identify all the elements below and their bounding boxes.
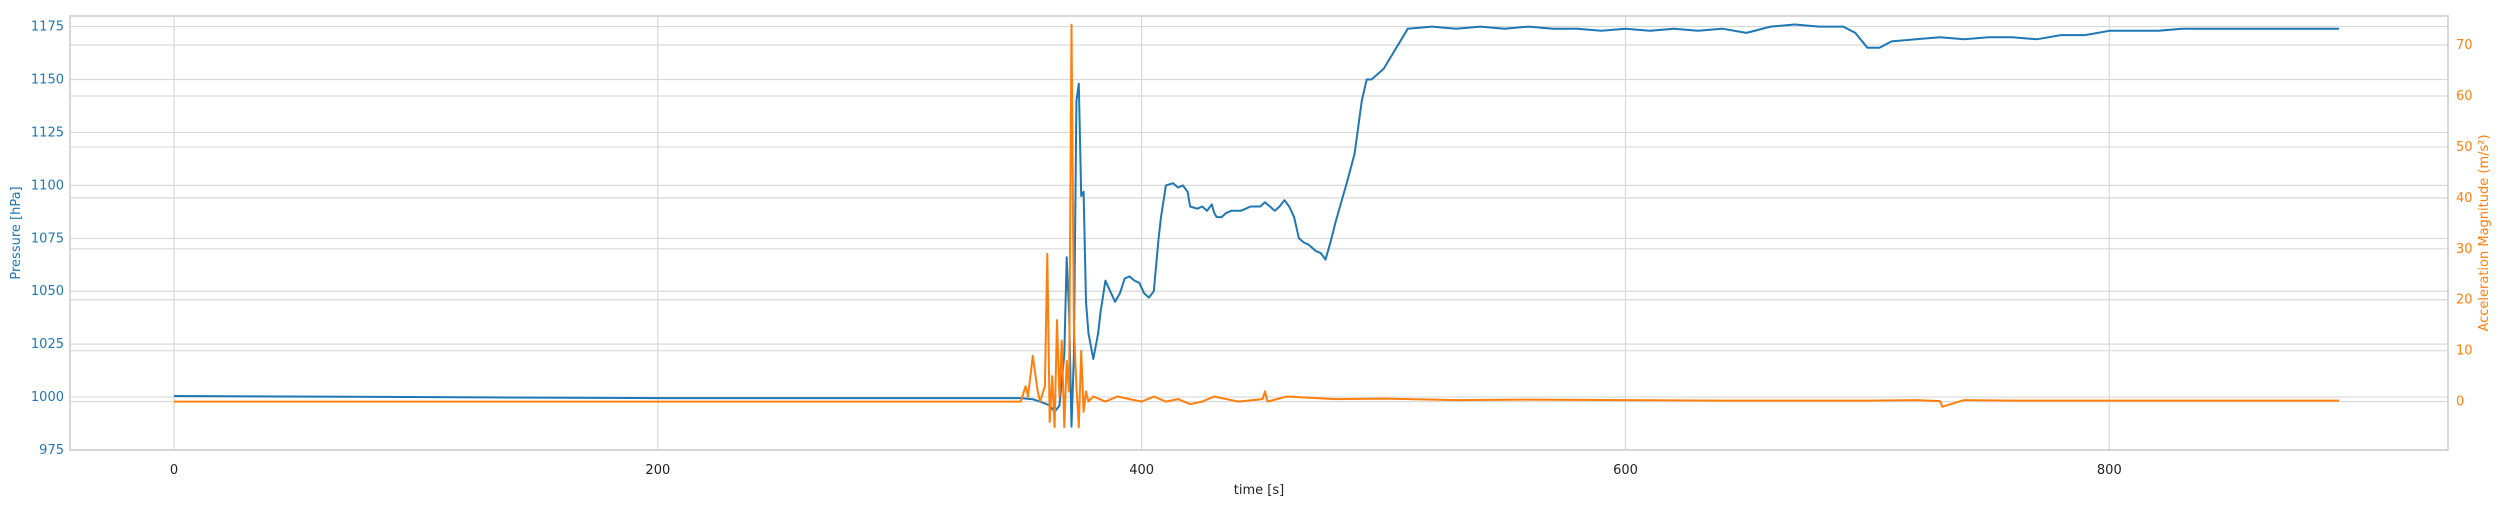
x-tick-label: 600 <box>1613 463 1638 478</box>
pressure-series-line <box>173 23 2340 428</box>
x-tick-label: 0 <box>170 463 178 478</box>
right-y-tick-label: 20 <box>2456 293 2473 308</box>
left-y-axis-title: Pressure [hPa] <box>9 186 24 279</box>
right-y-tick-label: 70 <box>2456 38 2473 53</box>
left-y-tick-label: 1100 <box>31 178 64 193</box>
right-y-tick-label: 30 <box>2456 242 2473 257</box>
tick-labels: 0 200 400 600 800975100010251050107511001125… <box>31 20 2473 478</box>
left-y-tick-label: 1125 <box>31 125 64 140</box>
left-y-tick-label: 1075 <box>31 231 64 246</box>
left-y-tick-label: 1000 <box>31 390 64 405</box>
left-y-tick-label: 1150 <box>31 73 64 88</box>
right-y-axis-title: Acceleration Magnitude (m/s²) <box>2477 134 2492 331</box>
left-y-tick-label: 975 <box>39 443 64 458</box>
acceleration-series-line <box>174 23 2340 429</box>
right-y-tick-label: 10 <box>2456 344 2473 359</box>
series <box>173 23 2340 429</box>
right-y-tick-label: 40 <box>2456 191 2473 206</box>
right-y-tick-label: 0 <box>2456 395 2464 410</box>
x-tick-label: 400 <box>1129 463 1154 478</box>
x-tick-label: 200 <box>645 463 670 478</box>
right-y-tick-label: 60 <box>2456 89 2473 104</box>
grid <box>70 16 2448 451</box>
right-y-tick-label: 50 <box>2456 140 2473 155</box>
x-tick-label: 800 <box>2097 463 2122 478</box>
x-axis-title: time [s] <box>1234 483 1284 498</box>
plot-frame <box>69 15 2449 451</box>
left-y-tick-label: 1050 <box>31 284 64 299</box>
left-y-tick-label: 1025 <box>31 337 64 352</box>
left-y-tick-label: 1175 <box>31 20 64 35</box>
